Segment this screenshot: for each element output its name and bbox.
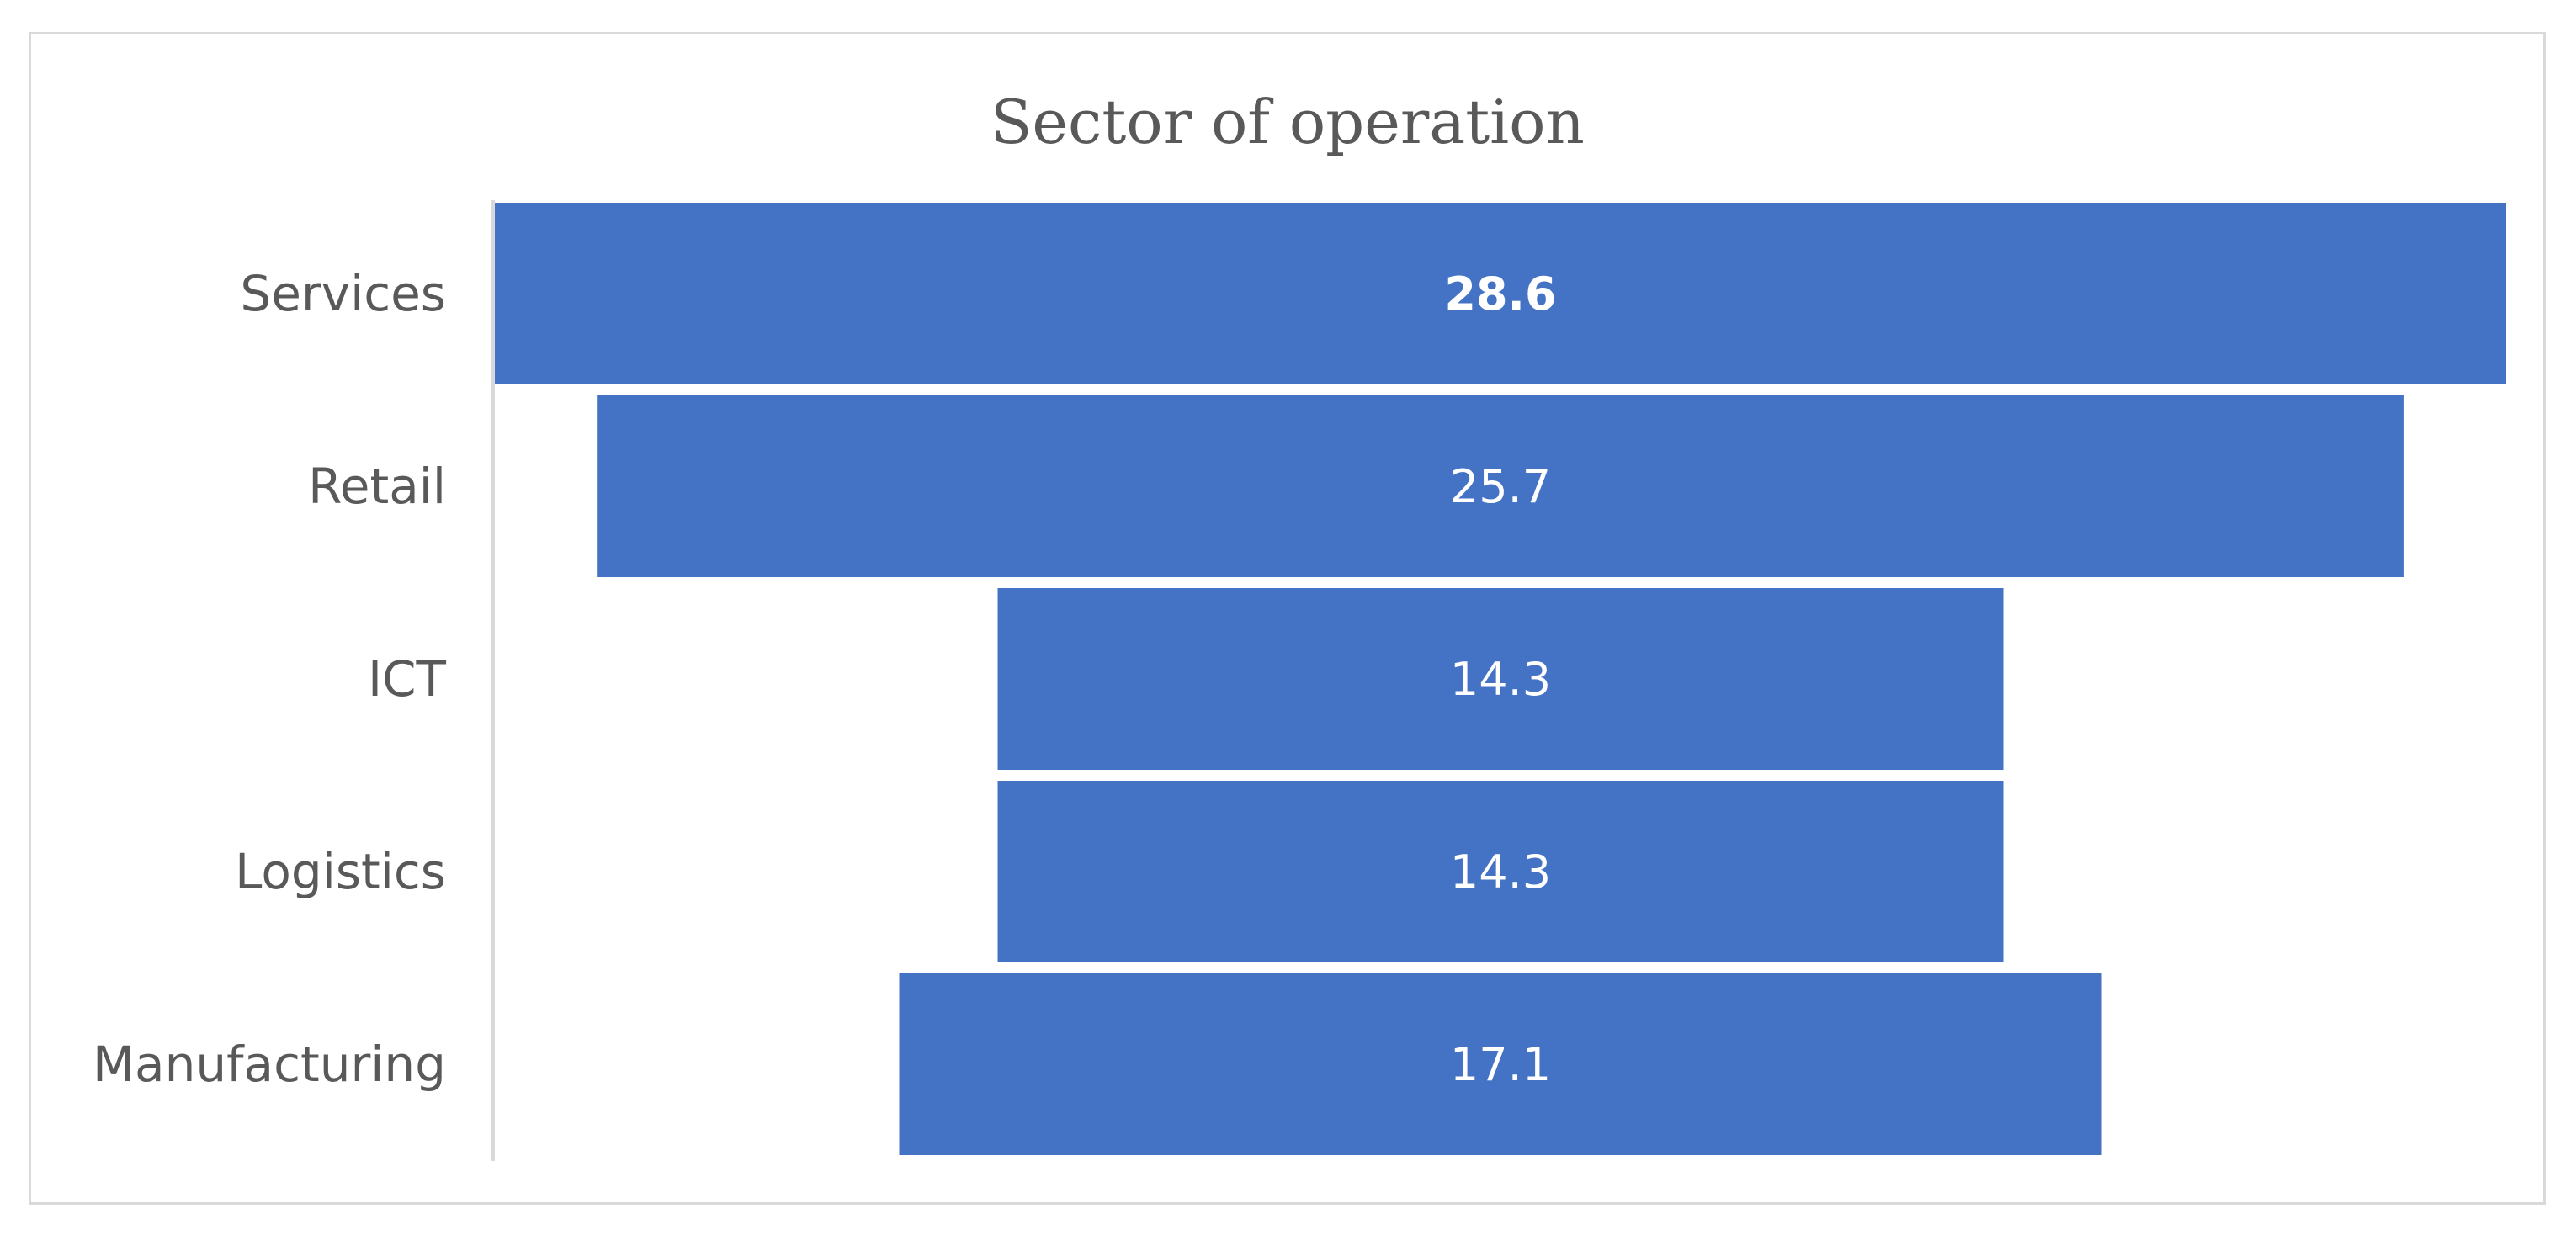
value-label-services: 28.6 (1444, 268, 1556, 321)
chart-title: Sector of operation (991, 87, 1585, 157)
bar-ict (997, 588, 2004, 770)
value-label-logistics: 14.3 (1450, 845, 1551, 898)
category-label-retail: Retail (308, 458, 446, 515)
bar-manufacturing (899, 973, 2102, 1155)
value-label-ict: 14.3 (1450, 653, 1551, 706)
category-label-ict: ICT (368, 650, 447, 708)
category-label-manufacturing: Manufacturing (93, 1036, 446, 1093)
bars-group (495, 203, 2506, 1155)
category-labels-group: Services Retail ICT Logistics Manufacturing (93, 265, 447, 1093)
bar-logistics (997, 781, 2004, 962)
value-labels-group: 28.6 25.7 14.3 14.3 17.1 (1444, 268, 1556, 1091)
category-label-services: Services (240, 265, 446, 322)
bar-services (495, 203, 2506, 384)
value-label-retail: 25.7 (1450, 460, 1551, 513)
value-label-manufacturing: 17.1 (1450, 1038, 1551, 1091)
bar-retail (597, 395, 2404, 577)
category-label-logistics: Logistics (235, 843, 446, 900)
